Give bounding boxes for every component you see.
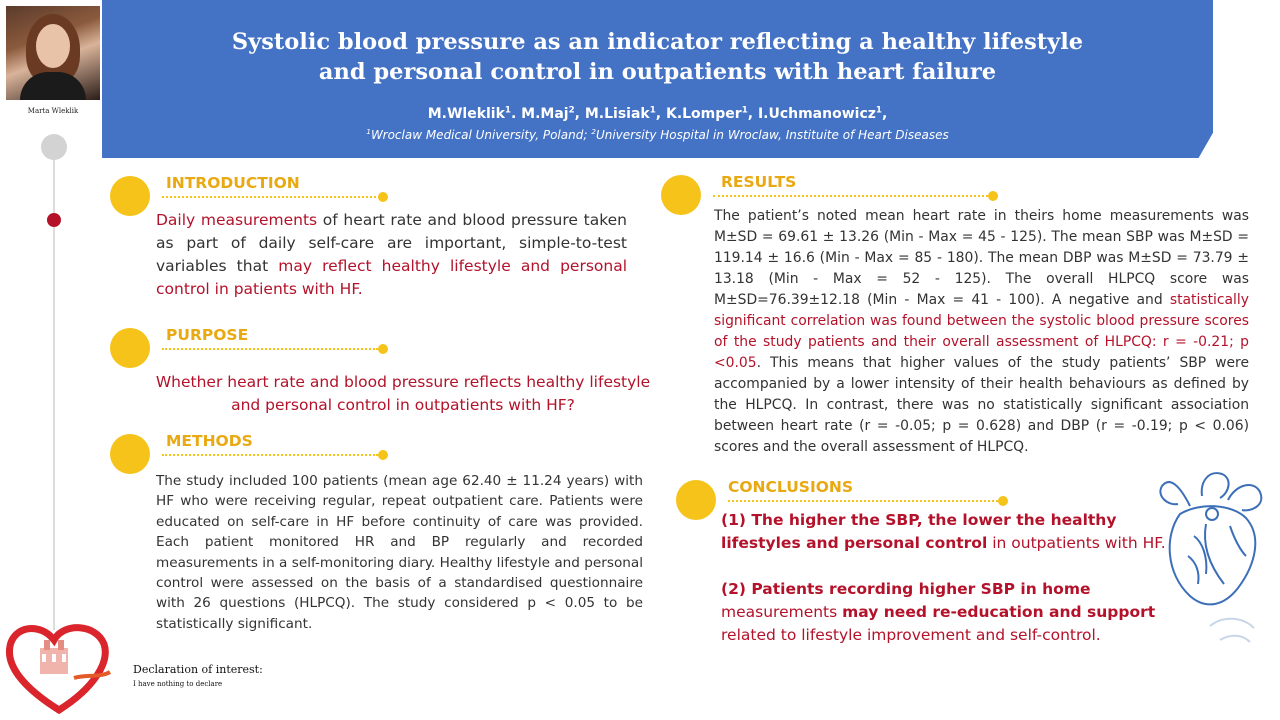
affiliation-1: Wroclaw Medical University, Poland; bbox=[370, 128, 592, 142]
author-affiliation-number: 1 bbox=[649, 105, 656, 116]
intro-highlight: Daily measurements bbox=[156, 211, 318, 229]
author-affiliation-number: 1 bbox=[504, 105, 511, 116]
affiliation-2: University Hospital in Wroclaw, Institui… bbox=[595, 128, 949, 142]
conclusion-2-rest: related to lifestyle improvement and sel… bbox=[721, 626, 1101, 644]
declaration-text: I have nothing to declare bbox=[133, 680, 223, 688]
intro-text: of heart rate and blood pressure taken a… bbox=[156, 211, 627, 275]
conclusion-2-bold: may need re-education and support bbox=[842, 603, 1156, 621]
results-text-part: . This means that higher values of the s… bbox=[714, 355, 1249, 455]
purpose-text: Whether heart rate and blood pressure re… bbox=[155, 373, 651, 414]
divider-end-dot bbox=[378, 450, 388, 460]
conclusions-text: (1) The higher the SBP, the lower the he… bbox=[721, 509, 1181, 647]
affiliation-number: 1 bbox=[366, 127, 371, 136]
declaration-heading: Declaration of interest: bbox=[133, 663, 263, 676]
section-bullet-icon bbox=[110, 328, 150, 368]
results-text: The patient’s noted mean heart rate in t… bbox=[714, 206, 1249, 458]
introduction-text: Daily measurements of heart rate and blo… bbox=[156, 209, 627, 301]
section-heading: CONCLUSIONS bbox=[728, 478, 854, 496]
presenter-name: Marta Wleklik bbox=[27, 107, 79, 115]
anatomical-heart-icon bbox=[1159, 472, 1263, 643]
author-affiliation-number: 2 bbox=[568, 105, 575, 116]
author-list: M.Wleklik1. M.Maj2, M.Lisiak1, K.Lomper1… bbox=[102, 106, 1213, 122]
poster-title-line2: and personal control in outpatients with… bbox=[318, 59, 997, 85]
divider-end-dot bbox=[988, 191, 998, 201]
author-separator: . bbox=[510, 106, 522, 122]
section-bullet-icon bbox=[110, 434, 150, 474]
author: M.Lisiak bbox=[584, 106, 650, 122]
author: K.Lomper bbox=[665, 106, 742, 122]
declaration: Declaration of interest: I have nothing … bbox=[133, 663, 263, 688]
conclusion-2-bold: (2) Patients recording higher SBP in hom… bbox=[721, 580, 1091, 598]
poster-title: Systolic blood pressure as an indicator … bbox=[102, 27, 1213, 87]
conclusion-1-bold: (1) The higher the SBP, the lower the he… bbox=[721, 511, 1117, 552]
heart-logo-icon bbox=[5, 624, 112, 714]
affiliation-number: 2 bbox=[591, 127, 596, 136]
author-separator: , bbox=[747, 106, 758, 122]
conclusion-2: (2) Patients recording higher SBP in hom… bbox=[721, 578, 1181, 647]
section-heading: RESULTS bbox=[721, 173, 797, 191]
conclusion-2-mid: measurements bbox=[721, 603, 843, 621]
section-heading: METHODS bbox=[166, 432, 253, 450]
timeline-line bbox=[53, 150, 55, 630]
divider-end-dot bbox=[378, 344, 388, 354]
results-text-part: The patient’s noted mean heart rate in t… bbox=[714, 208, 1249, 308]
author-affiliation-number: 1 bbox=[741, 105, 748, 116]
section-heading: INTRODUCTION bbox=[166, 174, 300, 192]
author: I.Uchmanowicz bbox=[757, 106, 876, 122]
timeline-dot-red bbox=[47, 213, 61, 227]
author-separator: , bbox=[881, 106, 888, 122]
dotted-divider bbox=[713, 195, 988, 197]
results-highlight: statistically significant correlation wa… bbox=[714, 292, 1249, 371]
intro-highlight: may reflect healthy lifestyle and person… bbox=[156, 257, 627, 298]
poster-title-line1: Systolic blood pressure as an indicator … bbox=[231, 29, 1084, 55]
author-separator: , bbox=[574, 106, 585, 122]
section-bullet-icon bbox=[661, 175, 701, 215]
author: M.Wleklik bbox=[427, 106, 505, 122]
conclusion-1: (1) The higher the SBP, the lower the he… bbox=[721, 509, 1181, 555]
divider-end-dot bbox=[998, 496, 1008, 506]
dotted-divider bbox=[162, 196, 384, 198]
timeline-dot-grey bbox=[41, 134, 67, 160]
dotted-divider bbox=[162, 348, 378, 350]
divider-end-dot bbox=[378, 192, 388, 202]
dotted-divider bbox=[162, 454, 378, 456]
methods-text: The study included 100 patients (mean ag… bbox=[156, 473, 643, 632]
section-heading: PURPOSE bbox=[166, 326, 249, 344]
title-banner: Systolic blood pressure as an indicator … bbox=[102, 0, 1213, 158]
section-bullet-icon bbox=[676, 480, 716, 520]
author-affiliation-number: 1 bbox=[875, 105, 882, 116]
author: M.Maj bbox=[521, 106, 569, 122]
dotted-divider bbox=[728, 500, 998, 502]
section-bullet-icon bbox=[110, 176, 150, 216]
conclusion-1-rest: in outpatients with HF. bbox=[987, 534, 1166, 552]
author-separator: , bbox=[655, 106, 666, 122]
presenter-photo bbox=[6, 6, 100, 100]
affiliations: 1Wroclaw Medical University, Poland; 2Un… bbox=[102, 128, 1213, 142]
